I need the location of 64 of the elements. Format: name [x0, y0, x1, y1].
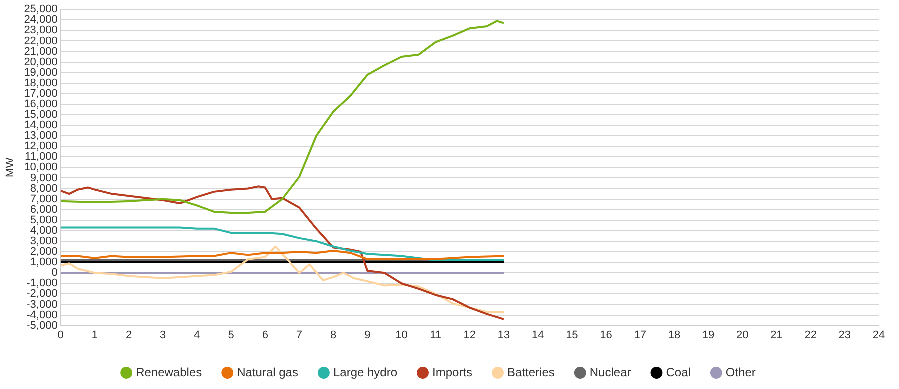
legend-label: Batteries — [508, 365, 555, 380]
y-tick-label: 19,000 — [24, 66, 58, 79]
y-tick-label: 15,000 — [24, 109, 58, 122]
x-tick-label: 3 — [160, 329, 166, 342]
legend-label: Coal — [666, 365, 691, 380]
y-axis-title: MW — [4, 157, 17, 178]
y-tick-label: 6,000 — [30, 204, 58, 216]
x-tick-label: 21 — [770, 329, 783, 342]
y-tick-label: 25,000 — [24, 4, 58, 16]
y-tick-label: 22,000 — [24, 35, 58, 48]
y-tick-label: 0 — [52, 267, 58, 280]
y-tick-label: -4,000 — [26, 309, 58, 322]
y-tick-label: 20,000 — [24, 56, 58, 68]
x-tick-label: 19 — [702, 329, 715, 342]
x-tick-label: 5 — [228, 329, 234, 342]
y-tick-label: 1,000 — [30, 256, 58, 269]
x-tick-label: 13 — [498, 329, 510, 342]
x-tick-label: 22 — [804, 329, 817, 342]
y-tick-label: 21,000 — [24, 46, 58, 58]
x-tick-label: 7 — [296, 329, 303, 342]
x-tick-label: 18 — [668, 329, 681, 342]
x-tick-label: 16 — [600, 329, 612, 342]
y-tick-label: 2,000 — [30, 246, 58, 258]
x-tick-label: 8 — [330, 329, 337, 342]
x-tick-label: 4 — [194, 329, 200, 342]
y-tick-label: 16,000 — [24, 98, 58, 110]
y-tick-label: 9,000 — [30, 172, 58, 184]
x-tick-label: 9 — [364, 329, 371, 342]
x-tick-label: 17 — [634, 329, 646, 342]
x-tick-label: 10 — [396, 329, 408, 342]
x-tick-label: 24 — [872, 329, 886, 342]
y-tick-label: -1,000 — [26, 278, 58, 290]
legend-label: Nuclear — [590, 365, 632, 380]
x-tick-label: 6 — [262, 329, 268, 342]
legend-label: Renewables — [136, 365, 202, 380]
y-tick-label: -5,000 — [26, 320, 58, 332]
x-tick-label: 15 — [566, 329, 578, 342]
y-tick-label: 18,000 — [24, 77, 58, 90]
y-tick-label: 7,000 — [30, 193, 58, 206]
y-tick-label: 4,000 — [30, 224, 58, 237]
y-tick-label: 24,000 — [24, 14, 58, 26]
y-tick-label: 8,000 — [30, 182, 58, 195]
y-tick-label: -3,000 — [26, 298, 58, 311]
legend-label: Other — [726, 365, 756, 380]
x-tick-label: 2 — [126, 329, 132, 342]
y-tick-label: 23,000 — [24, 24, 58, 37]
y-tick-label: 11,000 — [25, 151, 58, 164]
x-tick-label: 20 — [736, 329, 749, 342]
y-tick-label: -2,000 — [26, 288, 58, 300]
y-tick-label: 5,000 — [30, 214, 58, 226]
y-tick-label: 13,000 — [24, 130, 58, 142]
x-tick-label: 1 — [92, 329, 98, 342]
legend-label: Large hydro — [333, 365, 398, 380]
legend-label: Natural gas — [237, 365, 298, 380]
y-tick-label: 10,000 — [24, 162, 58, 174]
x-tick-label: 14 — [532, 329, 544, 342]
legend-label: Imports — [432, 365, 473, 380]
x-tick-label: 11 — [430, 329, 442, 342]
x-tick-label: 12 — [464, 329, 476, 342]
y-tick-label: 17,000 — [24, 88, 58, 100]
y-tick-label: 14,000 — [24, 120, 58, 132]
y-tick-label: 12,000 — [24, 140, 58, 153]
y-tick-label: 3,000 — [30, 236, 58, 248]
x-tick-label: 23 — [838, 329, 852, 342]
